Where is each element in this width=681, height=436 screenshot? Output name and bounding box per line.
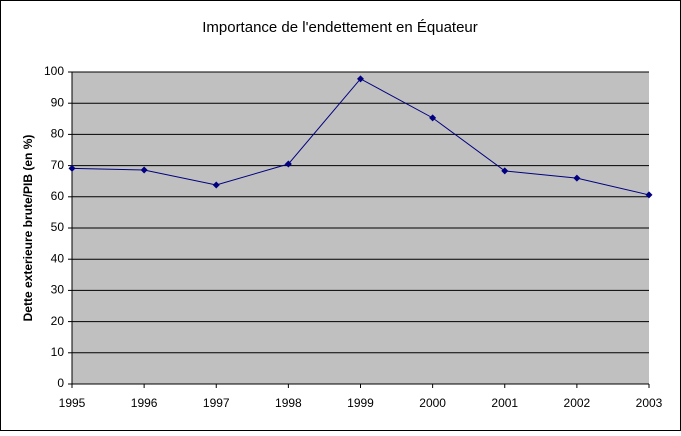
data-point [68,164,76,172]
x-tick-label: 1997 [203,396,230,410]
data-point [645,191,653,199]
y-tick-label: 80 [51,127,65,141]
y-tick-label: 50 [51,220,65,234]
x-tick-label: 2000 [419,396,446,410]
x-tick-label: 2002 [564,396,591,410]
data-point [140,166,148,174]
y-tick-label: 60 [51,189,65,203]
y-tick-label: 100 [44,64,64,78]
x-tick-label: 1995 [59,396,86,410]
y-tick-label: 40 [51,251,65,265]
chart-title: Importance de l'endettement en Équateur [202,19,478,36]
y-tick-label: 0 [57,376,64,390]
y-tick-label: 10 [51,345,65,359]
x-tick-label: 1999 [347,396,374,410]
data-point [284,160,292,168]
x-tick-label: 1996 [131,396,158,410]
y-tick-label: 30 [51,283,65,297]
data-point [429,114,437,122]
x-tick-label: 1998 [275,396,302,410]
y-tick-label: 20 [51,314,65,328]
data-point [212,181,220,189]
y-axis-label: Dette exterieure brute/PIB (en %) [21,135,35,322]
x-tick-label: 2001 [491,396,518,410]
data-point [573,174,581,182]
data-point [357,75,364,83]
y-tick-label: 70 [51,158,65,172]
data-point [501,167,509,175]
x-tick-label: 2003 [636,396,663,410]
y-tick-label: 90 [51,95,65,109]
